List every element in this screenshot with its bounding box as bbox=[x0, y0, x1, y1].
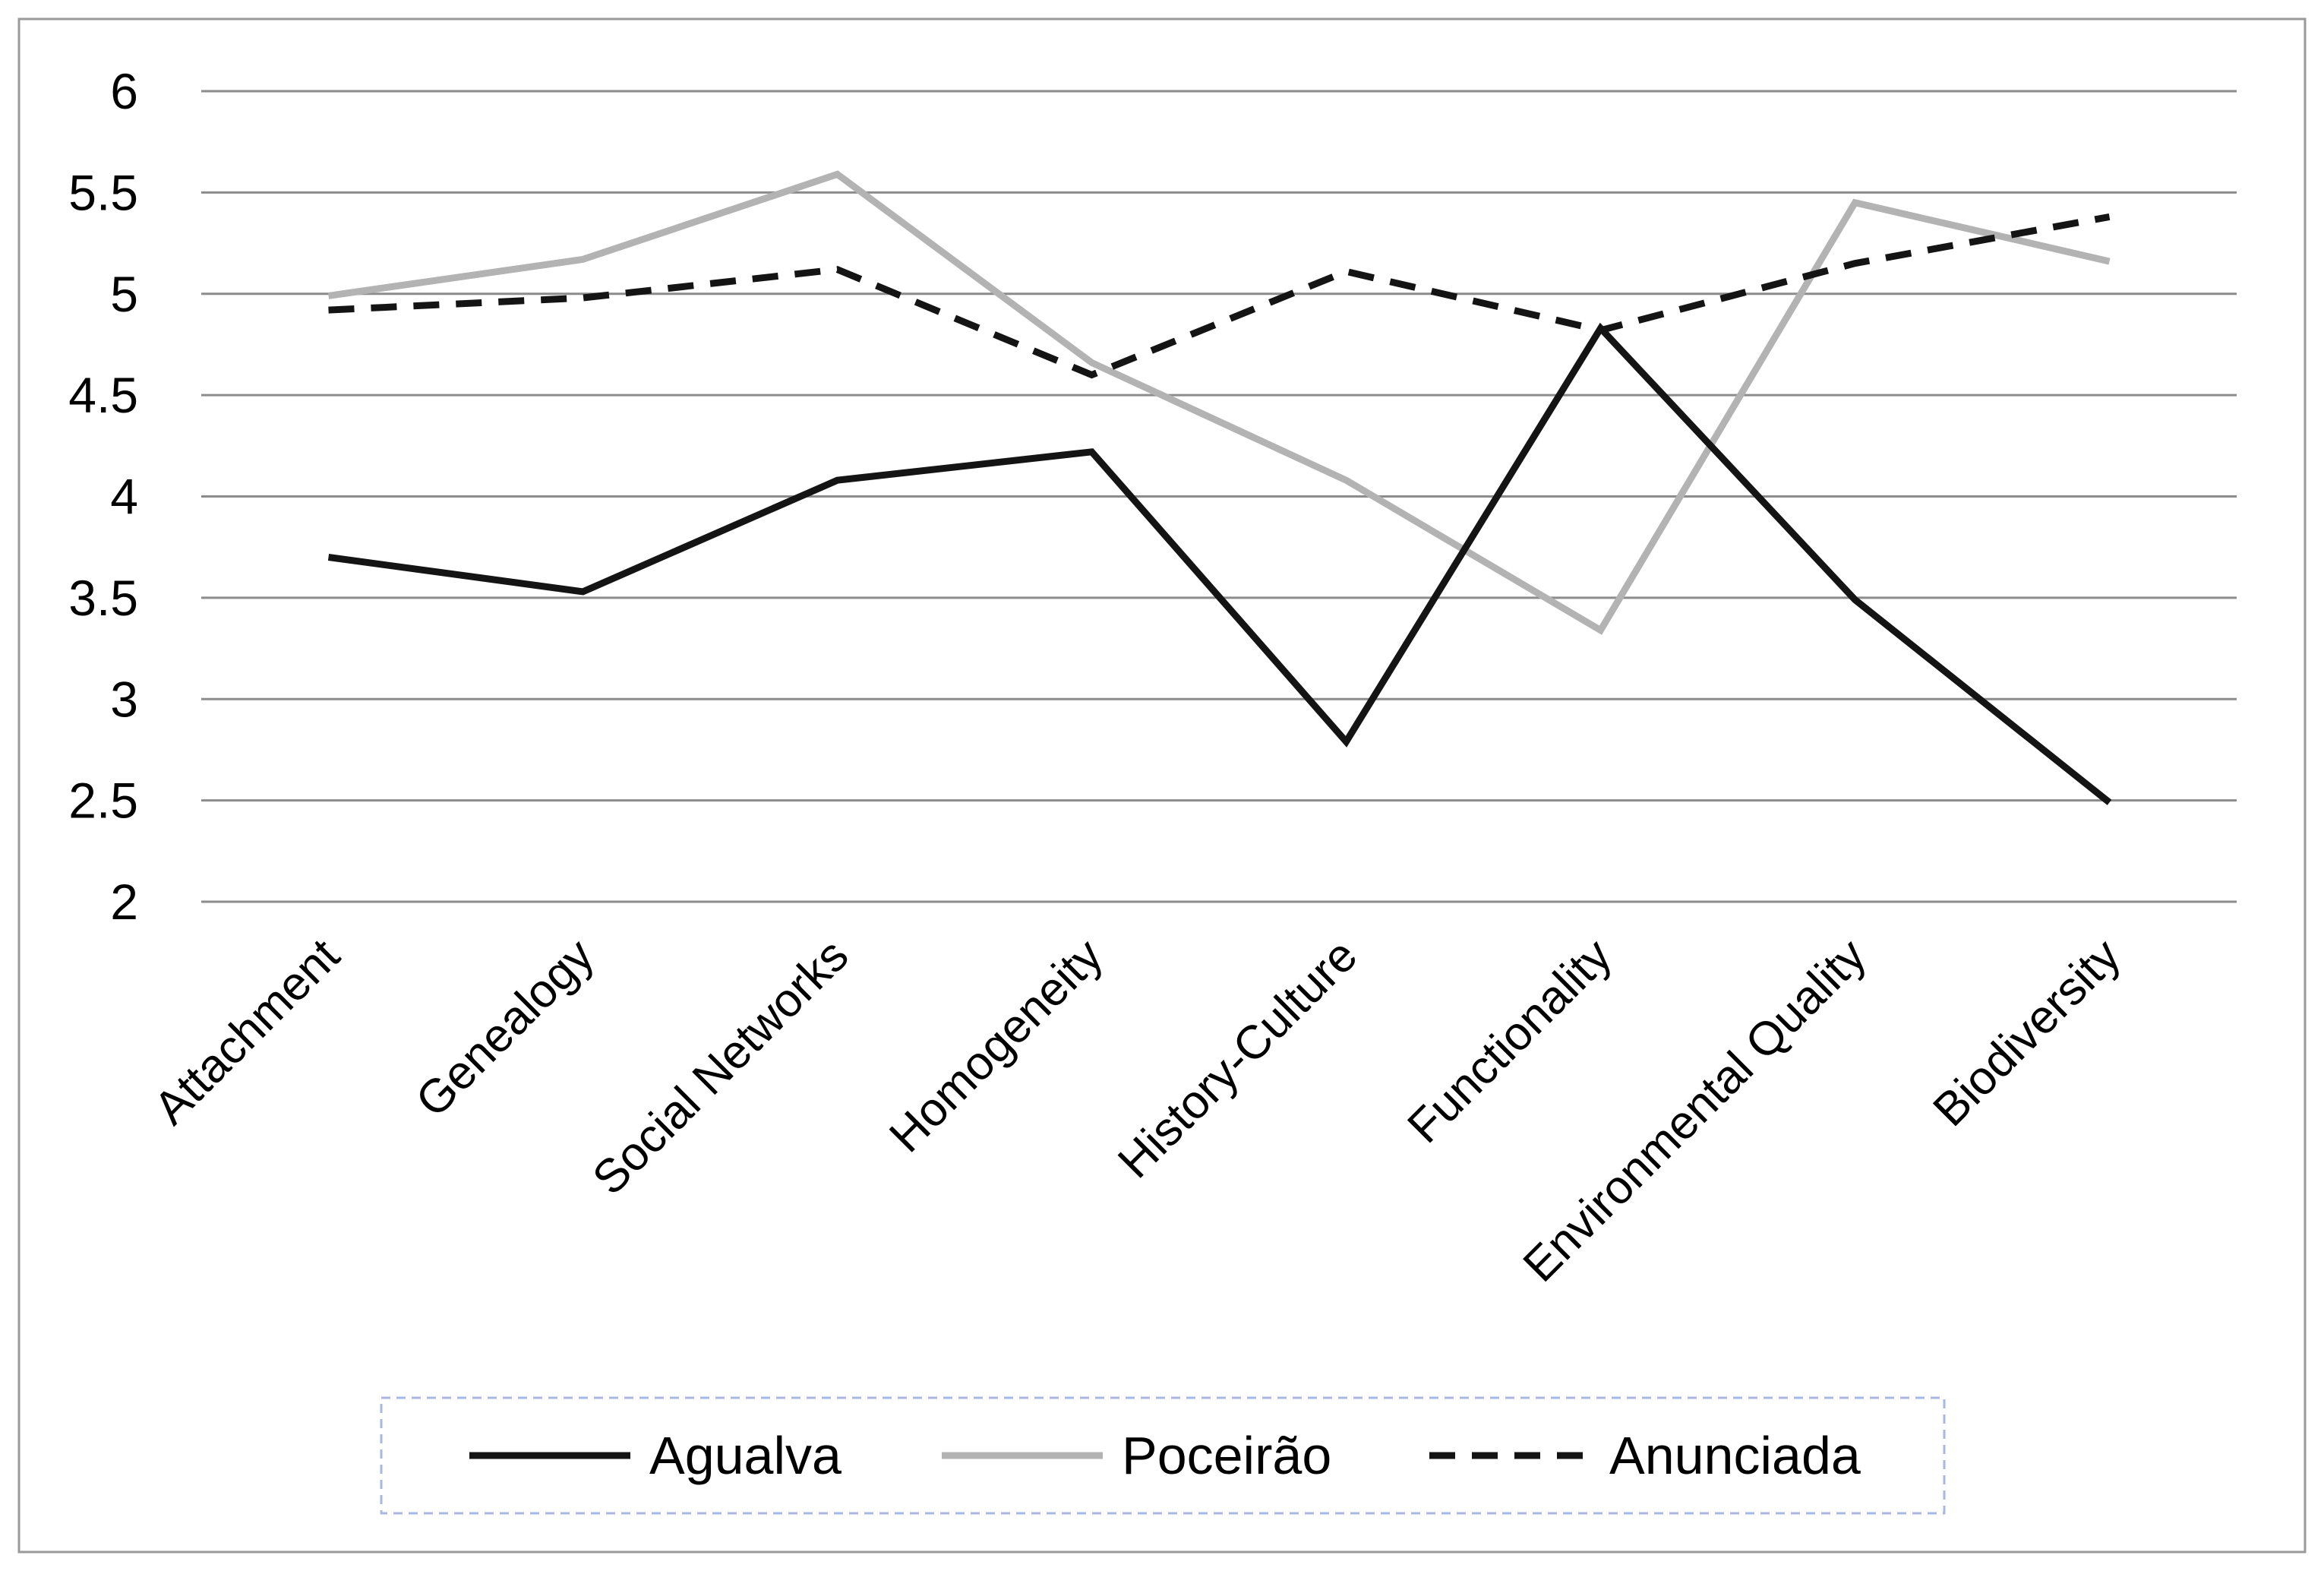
y-tick-label: 2 bbox=[110, 874, 138, 930]
series-lines bbox=[327, 170, 2112, 805]
y-tick-label: 5 bbox=[110, 266, 138, 322]
y-axis-tick-labels: 2 2.5 3 3.5 4 4.5 5 5.5 6 bbox=[68, 63, 138, 930]
y-tick-label: 2.5 bbox=[68, 773, 138, 829]
y-tick-label: 5.5 bbox=[68, 164, 138, 220]
y-tick-label: 4.5 bbox=[68, 367, 138, 423]
y-tick-label: 3.5 bbox=[68, 570, 138, 626]
legend: Agualva Poceirão Anunciada bbox=[380, 1396, 1946, 1515]
legend-label-agualva: Agualva bbox=[649, 1426, 842, 1485]
legend-label-anunciada: Anunciada bbox=[1609, 1426, 1861, 1485]
y-tick-label: 4 bbox=[110, 469, 138, 525]
series-line-agualva bbox=[327, 322, 2112, 805]
legend-label-poceirao: Poceirão bbox=[1122, 1426, 1331, 1485]
chart-frame bbox=[17, 17, 2307, 1554]
legend-box bbox=[380, 1396, 1946, 1515]
series-line-anunciada bbox=[328, 213, 2111, 379]
y-tick-label: 3 bbox=[110, 671, 138, 727]
y-tick-label: 6 bbox=[110, 63, 138, 119]
gridlines bbox=[201, 90, 2237, 903]
